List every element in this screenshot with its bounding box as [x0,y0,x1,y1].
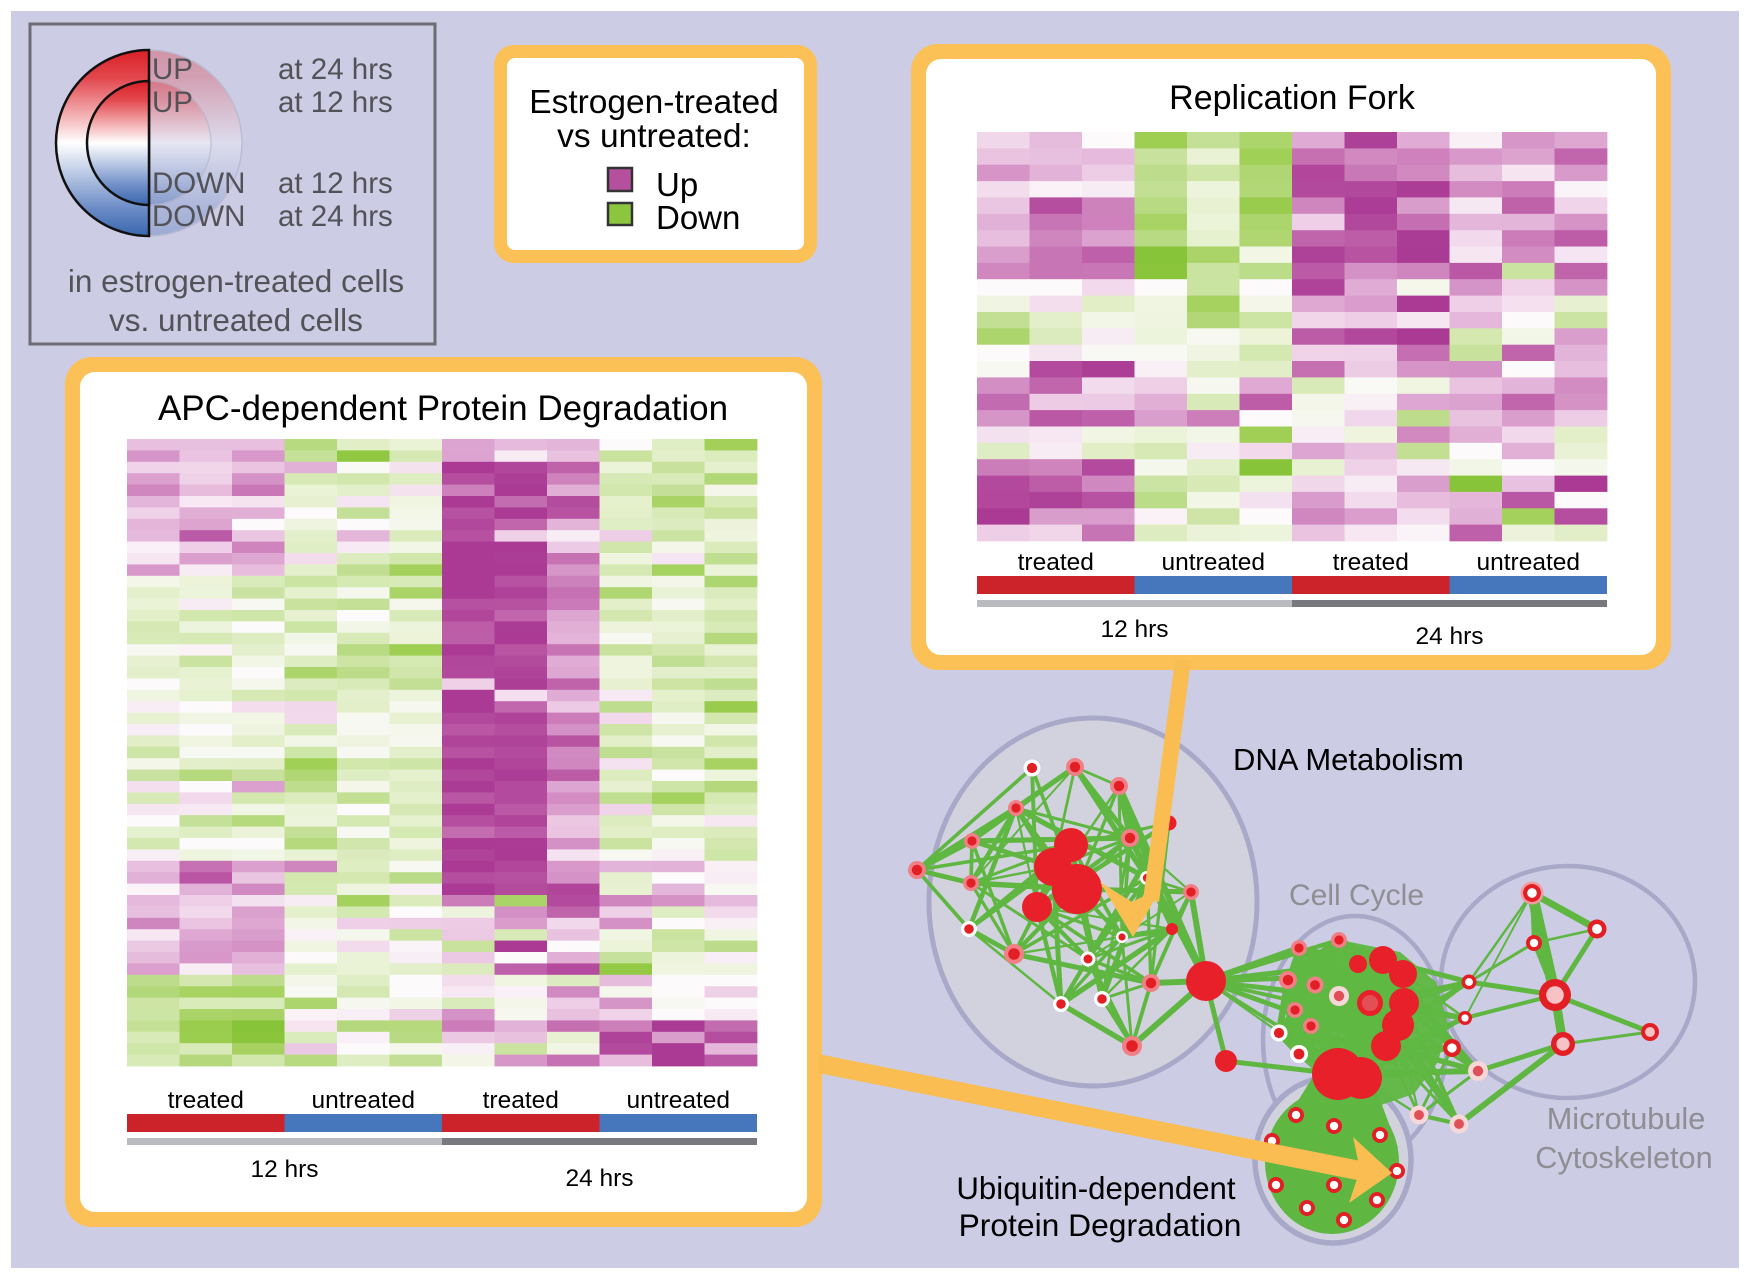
svg-text:DNA Metabolism: DNA Metabolism [1233,742,1464,777]
svg-text:at 12 hrs: at 12 hrs [278,167,393,200]
svg-text:24 hrs: 24 hrs [565,1165,633,1192]
svg-text:Cell Cycle: Cell Cycle [1289,879,1424,912]
svg-text:untreated: untreated [311,1087,415,1114]
svg-text:Ubiquitin-dependent: Ubiquitin-dependent [956,1171,1235,1206]
svg-text:in estrogen-treated cells: in estrogen-treated cells [68,263,404,299]
svg-text:Estrogen-treated: Estrogen-treated [529,84,779,121]
svg-text:treated: treated [1018,549,1094,576]
svg-text:treated: treated [483,1087,559,1114]
svg-text:at 24 hrs: at 24 hrs [278,200,393,233]
svg-text:Up: Up [656,166,698,203]
svg-text:untreated: untreated [1476,549,1580,576]
svg-text:vs untreated:: vs untreated: [557,118,751,155]
svg-text:UP: UP [152,53,193,86]
svg-text:APC-dependent Protein Degradat: APC-dependent Protein Degradation [158,389,728,428]
svg-text:24 hrs: 24 hrs [1415,623,1483,650]
svg-text:12 hrs: 12 hrs [1100,616,1168,643]
svg-text:UP: UP [152,86,193,119]
svg-text:12 hrs: 12 hrs [250,1156,318,1183]
svg-text:at 12 hrs: at 12 hrs [278,86,393,119]
svg-text:at 24 hrs: at 24 hrs [278,53,393,86]
svg-text:Down: Down [656,199,740,236]
svg-text:Replication Fork: Replication Fork [1169,79,1416,117]
svg-text:Cytoskeleton: Cytoskeleton [1535,1140,1712,1175]
svg-text:treated: treated [1333,549,1409,576]
svg-text:DOWN: DOWN [152,200,245,233]
svg-text:DOWN: DOWN [152,167,245,200]
svg-text:vs. untreated cells: vs. untreated cells [109,302,363,338]
svg-text:untreated: untreated [626,1087,730,1114]
svg-text:Microtubule: Microtubule [1547,1101,1706,1136]
svg-text:Protein Degradation: Protein Degradation [959,1207,1242,1243]
svg-text:untreated: untreated [1161,549,1265,576]
svg-text:treated: treated [168,1087,244,1114]
